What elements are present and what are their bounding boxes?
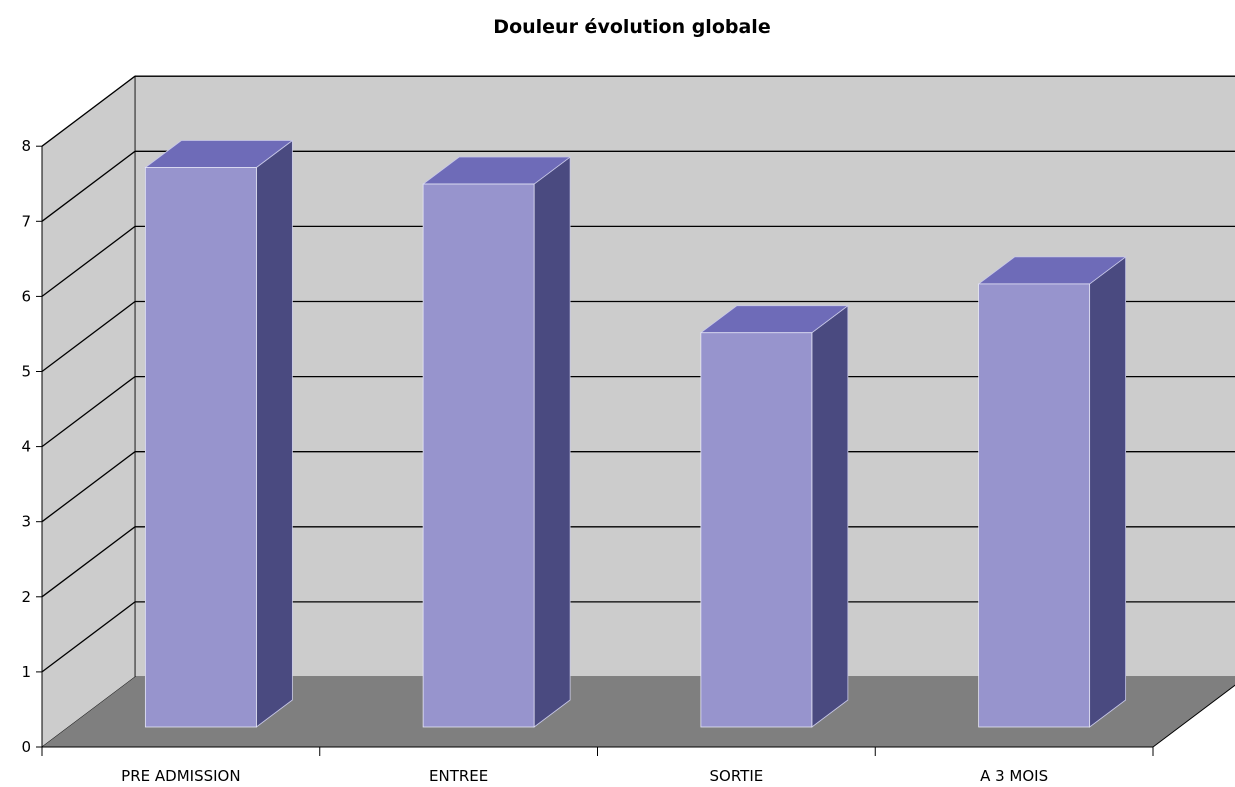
bar-front [978, 283, 1091, 728]
grid-line-side [41, 150, 136, 222]
y-tick-label: 6 [21, 287, 31, 305]
bar-front [422, 183, 535, 728]
chart-title: Douleur évolution globale [493, 16, 770, 38]
y-tick-labels: 0 1 2 3 4 5 6 7 8 [21, 137, 42, 756]
grid-line-side [41, 526, 136, 598]
bar [699, 304, 850, 728]
y-tick-label: 7 [21, 212, 31, 230]
y-tick-label: 1 [21, 663, 31, 681]
grid-line-side [41, 225, 136, 297]
bar [977, 256, 1127, 728]
bar-side [255, 139, 293, 728]
grid-line-side [41, 601, 136, 673]
grid-line-side [41, 300, 136, 373]
y-tick-label: 2 [21, 588, 31, 606]
plot-area: 0 1 2 3 4 5 6 7 8 PRE ADMISSION ENTREE SORTIE A 3 M… [21, 75, 1235, 785]
bar-front [144, 167, 257, 728]
y-tick-label: 0 [21, 738, 31, 756]
x-tick-label: SORTIE [710, 767, 764, 785]
grid-line-side [41, 451, 136, 523]
x-tick-label: PRE ADMISSION [121, 767, 240, 785]
bar-side [811, 304, 849, 728]
bar [144, 139, 294, 728]
y-tick-label: 5 [21, 363, 31, 381]
bar-front [700, 332, 813, 728]
bar-side [533, 156, 571, 728]
floor-right-edge [1152, 684, 1235, 748]
bars [144, 139, 1127, 728]
floor [42, 677, 1235, 747]
y-tick-label: 8 [21, 137, 31, 155]
bar [421, 156, 572, 728]
x-tick-label: ENTREE [429, 767, 488, 785]
y-tick-label: 4 [21, 438, 31, 456]
grid-line-side [41, 75, 136, 147]
grid-line-side [41, 376, 136, 448]
bar-side [1089, 256, 1127, 728]
x-tick-labels: PRE ADMISSION ENTREE SORTIE A 3 MOIS [41, 747, 1154, 785]
x-tick-label: A 3 MOIS [980, 767, 1048, 785]
y-tick-label: 3 [21, 513, 31, 531]
